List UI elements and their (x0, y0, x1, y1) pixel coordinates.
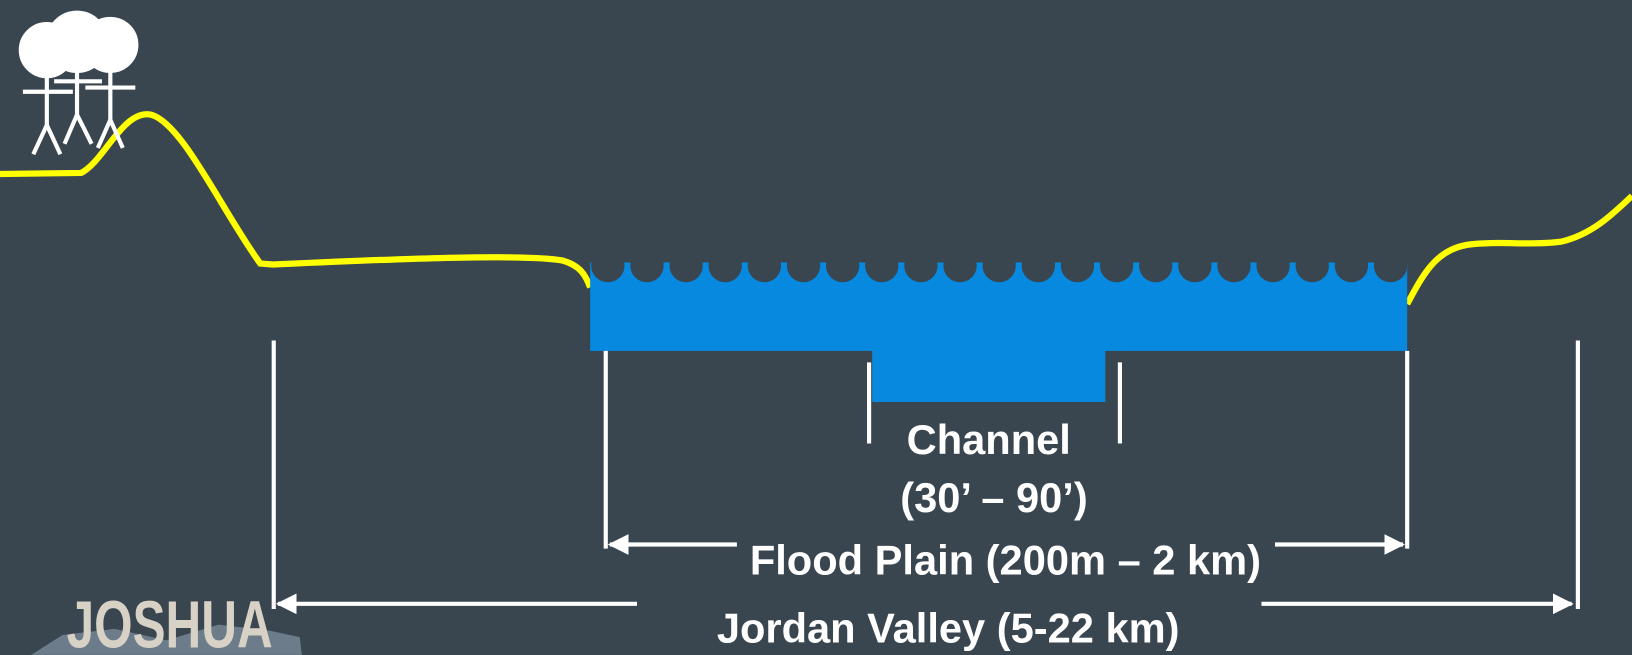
channel-label: Channel (907, 416, 1071, 463)
logo-text: JOSHUA (67, 589, 273, 655)
terrain-left (0, 111, 594, 289)
valley-label: Jordan Valley (5-22 km) (717, 604, 1180, 651)
wave-scallop (1373, 248, 1408, 283)
terrain-right (1404, 193, 1632, 306)
wave-scallop (943, 248, 977, 283)
wave-scallop (865, 248, 899, 283)
river-water (590, 248, 1408, 402)
wave-scallop (904, 248, 938, 283)
wave-scallop (825, 248, 860, 283)
wave-scallop (1178, 248, 1212, 283)
logo: JOSHUA (31, 589, 302, 655)
wave-scallop (1334, 248, 1369, 283)
wave-scallop (1021, 248, 1055, 283)
wave-scallop (669, 248, 703, 283)
wave-scallop (708, 248, 742, 283)
wave-scallop (630, 248, 664, 283)
logo-rocks (31, 624, 302, 655)
channel-depth-label: (30’ – 90’) (900, 474, 1087, 521)
wave-scallop (982, 248, 1016, 283)
wave-scallop (1217, 248, 1251, 283)
wave-scallop (1256, 248, 1290, 283)
wave-scallop (591, 248, 625, 283)
channel-water (872, 349, 1106, 402)
wave-scallop (1295, 248, 1329, 283)
wave-scallop (1099, 248, 1134, 283)
wave-scallop (747, 248, 782, 283)
wave-scallop (1060, 248, 1095, 283)
people-icon (18, 10, 139, 156)
floodplain-label: Flood Plain (200m – 2 km) (750, 537, 1261, 584)
wave-scallop (1139, 248, 1173, 283)
wave-scallop (786, 248, 821, 283)
